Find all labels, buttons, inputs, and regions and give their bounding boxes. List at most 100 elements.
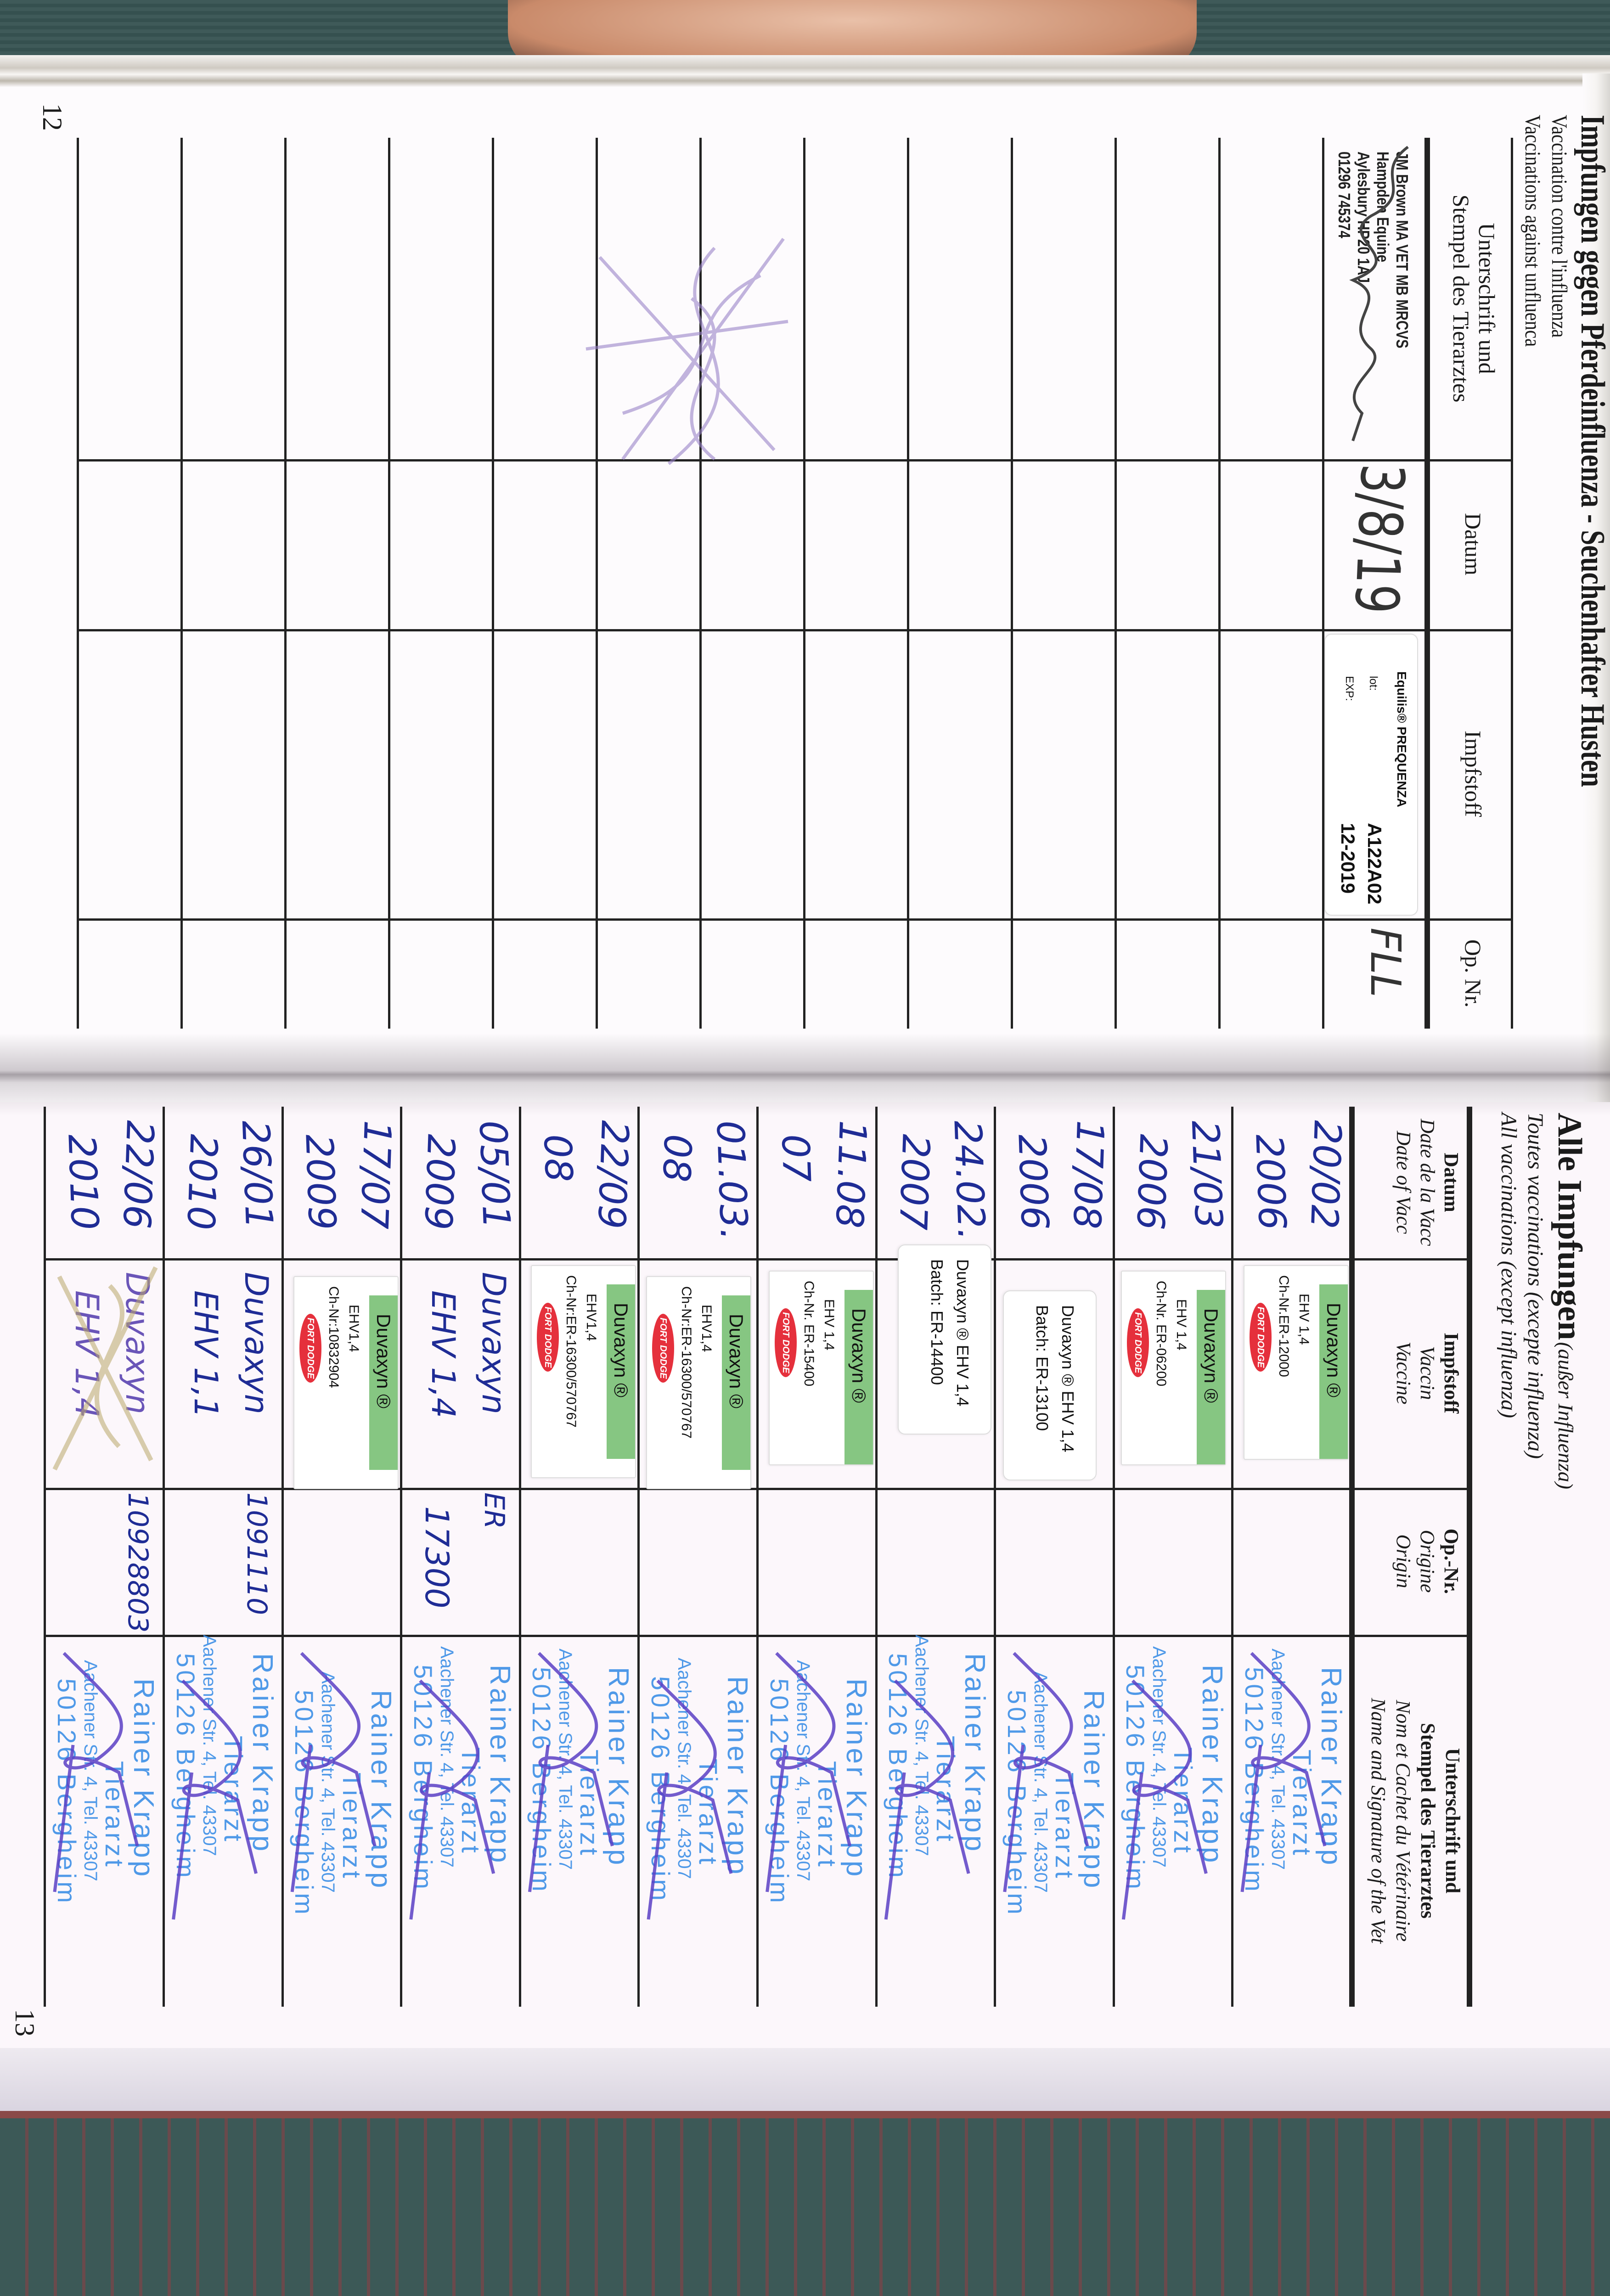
- table-row: 22/06 2010 Duvaxyn EHV 1,4 10928803 Rainer Kr…: [46, 1107, 165, 2007]
- vet-stamp-line: 50126 Bergheim: [1121, 1665, 1150, 1892]
- handwritten-vaccine-name: Duvaxyn: [118, 1272, 156, 1414]
- vet-stamp-line: Tierarzt: [1050, 1773, 1079, 1881]
- batch-number: Ch-Nr:ER-16300/570767: [679, 1286, 694, 1439]
- vaccine-name: Duvaxyn ®: [726, 1314, 747, 1409]
- table-row: 17/07 2009 Duvaxyn ® EHV1,4 Ch-Nr:10832904 FO…: [284, 1107, 403, 2007]
- table-row: 21/03 2006 Duvaxyn ® EHV 1,4 Ch-Nr. ER-06200…: [1115, 1107, 1234, 2007]
- cover-edge: [0, 2048, 1610, 2112]
- vet-stamp-line: Aachener Str. 4, Tel. 43307: [1268, 1649, 1288, 1870]
- label-green-band: Duvaxyn ®: [369, 1295, 398, 1470]
- label-green-band: Duvaxyn ®: [722, 1295, 750, 1470]
- scribble-strikeout: [585, 237, 788, 465]
- entry-op-nr: 17300: [417, 1506, 456, 1609]
- row-divider: [596, 138, 598, 1029]
- handwritten-vaccine-name: Duvaxyn: [474, 1272, 512, 1414]
- left-entry-op-nr: FLL: [1361, 928, 1409, 998]
- header-text: Stempel des Tierarztes: [1448, 194, 1474, 403]
- column-divider: [79, 918, 1513, 921]
- vaccine-label-duvaxyn: Duvaxyn ® EHV 1,4 Batch: ER-14400: [898, 1244, 992, 1435]
- row-divider: [77, 138, 79, 1029]
- vaccine-name: Duvaxyn ®: [373, 1314, 395, 1409]
- batch-number: Ch-Nr:10832904: [326, 1286, 342, 1388]
- entry-date-year: 08: [654, 1133, 699, 1183]
- entry-date-year: 07: [772, 1133, 818, 1183]
- vet-stamp-line: Tierarzt: [575, 1750, 604, 1858]
- batch-number: Ch-Nr. ER-15400: [801, 1281, 816, 1387]
- table-row: 01.03. 08 Duvaxyn ® EHV1,4 Ch-Nr:ER-16300/57…: [640, 1107, 759, 2007]
- entry-date-year: 2006: [1128, 1133, 1176, 1231]
- right-page-title: Alle Impfungen: [1551, 1113, 1588, 1340]
- column-divider: [79, 459, 1513, 461]
- entry-date-year: 2010: [178, 1133, 225, 1231]
- vet-stamp-line: Rainer Krapp: [840, 1678, 872, 1880]
- right-page-title-block: Alle Impfungen (außer Influenza): [1542, 1113, 1588, 1490]
- vet-stamp-line: Rainer Krapp: [1315, 1667, 1347, 1868]
- vaccine-label-duvaxyn: Duvaxyn ® EHV1,4 Ch-Nr:ER-16300/570767 FORT…: [531, 1265, 636, 1478]
- vet-stamp-line: Tierarzt: [338, 1773, 367, 1881]
- table-row: 24.02. 2007 Duvaxyn ® EHV 1,4 Batch: ER-144…: [878, 1107, 996, 2007]
- entry-date-day: 22/09: [589, 1120, 637, 1230]
- right-header-op-nr: Op.-Nr. Origine Origin: [1391, 1488, 1463, 1635]
- vet-stamp-line: Aachener Str. 4, Tel. 43307: [793, 1660, 813, 1881]
- left-entry-date: 3/8/19: [1341, 462, 1418, 615]
- left-header-date: Datum: [1460, 512, 1486, 576]
- header-text: Unterschrift und: [1441, 1748, 1464, 1894]
- table-row: 20/02 2006 Duvaxyn ® EHV 1,4 Ch-Nr.ER-12000 F…: [1233, 1107, 1352, 2007]
- left-header-signature: Unterschrift und Stempel des Tierarztes: [1448, 138, 1500, 459]
- vet-stamp-line: Rainer Krapp: [959, 1653, 991, 1854]
- row-divider: [284, 138, 287, 1029]
- entry-date-year: 2009: [297, 1133, 344, 1231]
- left-header-op-nr: Op. Nr.: [1460, 939, 1486, 1008]
- vet-stamp-rainer-krapp: Rainer Krapp Tierarzt Aachener Str. 4, Tel…: [1121, 1646, 1228, 1892]
- vet-stamp-rainer-krapp: Rainer Krapp Tierarzt Aachener Str. 4, Tel…: [52, 1660, 159, 1906]
- vet-stamp-line: Aylesbury HP20 1AJ: [1354, 152, 1373, 283]
- label-green-band: Duvaxyn ®: [1319, 1284, 1348, 1459]
- right-page-subtitle-fr: Toutes vaccinations (excepte influenza): [1523, 1113, 1548, 1459]
- header-divider: [1424, 138, 1430, 1029]
- vaccine-name: Equilis® PREQUENZA: [1395, 671, 1409, 807]
- entry-date-day: 11.08: [827, 1120, 874, 1229]
- vet-stamp-line: Tierarzt: [1169, 1747, 1198, 1856]
- header-text: Vaccine: [1392, 1341, 1415, 1405]
- header-text: Nom et Cachet du Vétérinaire: [1392, 1699, 1414, 1942]
- exp-date: 12-2019: [1337, 823, 1359, 894]
- vet-stamp-line: 50126 Bergheim: [290, 1690, 319, 1917]
- fort-dodge-logo: FORT DODGE: [652, 1314, 674, 1383]
- vet-stamp-rainer-krapp: Rainer Krapp Tierarzt Aachener Str. 4, Tel…: [527, 1649, 634, 1894]
- vet-stamp-line: Rainer Krapp: [128, 1678, 159, 1880]
- vaccine-label-duvaxyn: Duvaxyn ® EHV1,4 Ch-Nr:10832904 FORT DODGE: [293, 1276, 399, 1489]
- vet-stamp-line: 50126 Bergheim: [1240, 1667, 1269, 1894]
- vet-stamp-left: JM Brown MA VET MB MRCVS Hampden Equine …: [1334, 152, 1412, 349]
- vet-stamp-line: 50126 Bergheim: [646, 1676, 675, 1903]
- header-text: Origin: [1392, 1534, 1415, 1588]
- entry-op-nr: ER: [478, 1492, 510, 1529]
- page-number-left: 12: [37, 103, 68, 131]
- vaccine-label-duvaxyn: Duvaxyn ® EHV1,4 Ch-Nr:ER-16300/570767 FORT…: [646, 1276, 751, 1489]
- vet-stamp-rainer-krapp: Rainer Krapp Tierarzt Aachener Str. 4, Tel…: [765, 1660, 872, 1906]
- vet-stamp-line: 50126 Bergheim: [408, 1665, 438, 1892]
- entry-op-nr: 10928803: [122, 1492, 154, 1633]
- left-header-vaccine: Impfstoff: [1460, 731, 1486, 817]
- vaccine-label-duvaxyn: Duvaxyn ® EHV 1,4 Batch: ER-13100: [1002, 1290, 1097, 1480]
- row-divider: [699, 138, 702, 1029]
- left-page-subtitle-fr: Vaccination contre l'influenza: [1547, 115, 1571, 338]
- row-divider: [492, 138, 494, 1029]
- handwritten-vaccine-name: Duvaxyn: [237, 1272, 275, 1414]
- entry-date-day: 22/06: [114, 1120, 162, 1230]
- column-divider: [79, 629, 1513, 631]
- row-divider: [803, 138, 805, 1029]
- fort-dodge-logo: FORT DODGE: [1127, 1308, 1149, 1377]
- table-border-top: [1467, 1107, 1472, 2007]
- lot-number: A122A02: [1364, 823, 1385, 905]
- handwritten-vaccine-type: EHV 1,1: [186, 1290, 225, 1418]
- entry-date-year: 2006: [1247, 1133, 1294, 1231]
- right-page-title-suffix: (außer Influenza): [1554, 1342, 1577, 1490]
- page-number-right: 13: [10, 2009, 40, 2037]
- header-text: Vaccin: [1416, 1346, 1439, 1400]
- vet-stamp-line: JM Brown MA VET MB MRCVS: [1393, 152, 1412, 349]
- vet-stamp-line: Aachener Str. 4, Tel. 43307: [1030, 1671, 1051, 1893]
- cover-binding: [0, 2111, 1610, 2118]
- fort-dodge-logo: FORT DODGE: [1250, 1303, 1272, 1372]
- vaccine-type: EHV1,4: [699, 1305, 714, 1352]
